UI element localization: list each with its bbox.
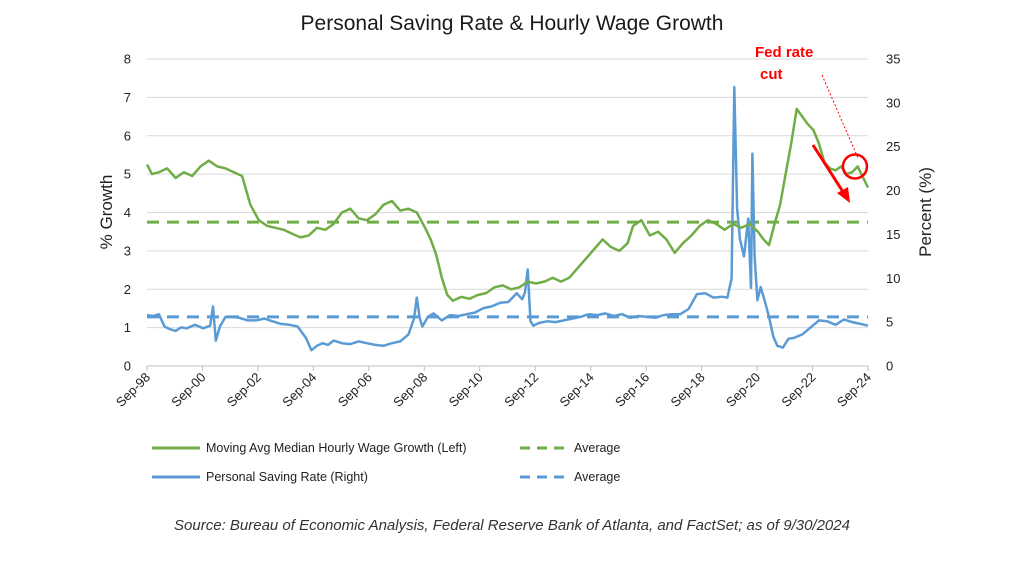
x-tick-label: Sep-04 [279, 370, 319, 410]
x-tick-label: Sep-98 [113, 370, 153, 410]
y-left-tick-label: 4 [124, 205, 131, 220]
x-tick-label: Sep-00 [168, 370, 208, 410]
legend: Moving Avg Median Hourly Wage Growth (Le… [152, 441, 620, 484]
y-left-tick-label: 6 [124, 128, 131, 143]
y-right-tick-label: 35 [886, 52, 900, 67]
annotation-label-line1: Fed rate [755, 44, 813, 61]
legend-label-saving: Personal Saving Rate (Right) [206, 470, 368, 484]
fed-rate-cut-annotation: Fed rate cut [755, 44, 869, 203]
x-tick-label: Sep-18 [667, 370, 707, 410]
x-tick-label: Sep-20 [723, 370, 763, 410]
y-right-tick-label: 5 [886, 315, 893, 330]
saving-rate-line [146, 85, 869, 352]
source-note: Source: Bureau of Economic Analysis, Fed… [174, 517, 850, 534]
x-tick-label: Sep-10 [446, 370, 486, 410]
y-right-tick-label: 25 [886, 139, 900, 154]
right-y-axis-label: Percent (%) [916, 167, 935, 257]
y-left-tick-label: 8 [124, 52, 131, 67]
x-tick-label: Sep-16 [612, 370, 652, 410]
x-tick-label: Sep-06 [335, 370, 375, 410]
annotation-label-line2: cut [760, 66, 783, 83]
right-y-axis-ticks: 0 5 10 15 20 25 30 35 [886, 52, 900, 374]
x-tick-label: Sep-02 [224, 370, 264, 410]
x-tick-label: Sep-08 [390, 370, 430, 410]
x-axis-ticks: Sep-98 Sep-00 Sep-02 Sep-04 Sep-06 Sep-08 Sep-… [113, 366, 874, 410]
annotation-arrow-shaft [811, 144, 847, 196]
annotation-leader-line [821, 74, 859, 159]
x-tick-label: Sep-12 [501, 370, 541, 410]
chart-title: Personal Saving Rate & Hourly Wage Growt… [301, 12, 724, 35]
series-layer [145, 85, 870, 352]
y-left-tick-label: 0 [124, 359, 131, 374]
legend-label-saving-average: Average [574, 470, 620, 484]
legend-label-wage-average: Average [574, 441, 620, 455]
x-tick-label: Sep-22 [778, 370, 818, 410]
y-left-tick-label: 2 [124, 282, 131, 297]
left-y-axis-ticks: 0 1 2 3 4 5 6 7 8 [124, 52, 131, 374]
x-tick-label: Sep-14 [557, 370, 597, 410]
y-right-tick-label: 10 [886, 271, 900, 286]
gridlines [147, 58, 868, 367]
annotation-arrow-head [837, 187, 850, 203]
legend-label-wage: Moving Avg Median Hourly Wage Growth (Le… [206, 441, 467, 455]
wage-growth-line [145, 107, 870, 303]
y-right-tick-label: 20 [886, 183, 900, 198]
x-tick-label: Sep-24 [834, 370, 874, 410]
y-right-tick-label: 30 [886, 95, 900, 110]
y-left-tick-label: 3 [124, 243, 131, 258]
annotation-circle [841, 153, 869, 180]
left-y-axis-label: % Growth [97, 175, 116, 250]
y-left-tick-label: 5 [124, 167, 131, 182]
y-left-tick-label: 1 [124, 320, 131, 335]
y-right-tick-label: 0 [886, 359, 893, 374]
y-left-tick-label: 7 [124, 90, 131, 105]
y-right-tick-label: 15 [886, 227, 900, 242]
